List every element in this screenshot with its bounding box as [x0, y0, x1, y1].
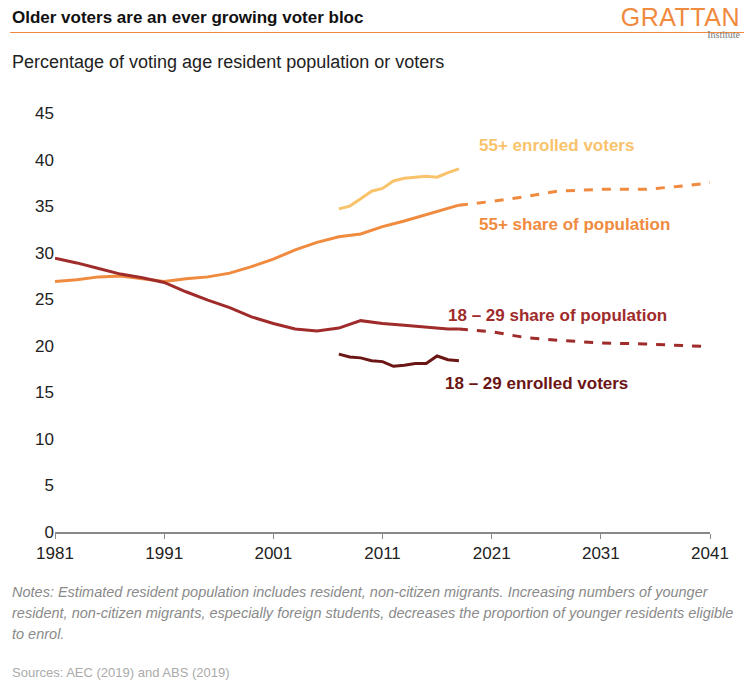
svg-text:2001: 2001: [254, 544, 292, 563]
html-text:Sources: AEC (2019) and ABS (2: Sources: AEC (2019) and ABS (2019): [12, 665, 230, 680]
html-text:Percentage of voting age resid: Percentage of voting age resident popula…: [12, 52, 445, 72]
svg-text:10: 10: [35, 430, 54, 449]
html-text:Older voters are an ever growi: Older voters are an ever growing voter b…: [12, 8, 364, 27]
svg-text:55+ enrolled voters: 55+ enrolled voters: [479, 136, 634, 155]
svg-text:1981: 1981: [36, 544, 74, 563]
svg-text:20: 20: [35, 337, 54, 356]
svg-text:2031: 2031: [582, 544, 620, 563]
svg-text:55+ share of population: 55+ share of population: [479, 215, 670, 234]
svg-text:0: 0: [45, 523, 54, 542]
svg-text:5: 5: [45, 476, 54, 495]
svg-text:2011: 2011: [364, 544, 401, 563]
svg-text:30: 30: [35, 244, 54, 263]
svg-text:2021: 2021: [473, 544, 511, 563]
html-text:GRATTAN: GRATTAN: [620, 3, 740, 31]
svg-text:2041: 2041: [691, 544, 729, 563]
svg-text:15: 15: [35, 383, 54, 402]
svg-text:40: 40: [35, 151, 54, 170]
svg-text:25: 25: [35, 290, 54, 309]
html-text:Notes: Estimated resident popu: Notes: Estimated resident population inc…: [12, 584, 734, 642]
svg-text:35: 35: [35, 197, 54, 216]
svg-text:1991: 1991: [145, 544, 183, 563]
html-text:Institute: Institute: [707, 29, 740, 40]
svg-text:18 – 29 share of population: 18 – 29 share of population: [448, 306, 667, 325]
svg-text:45: 45: [35, 104, 54, 123]
svg-text:18 – 29 enrolled voters: 18 – 29 enrolled voters: [445, 374, 628, 393]
